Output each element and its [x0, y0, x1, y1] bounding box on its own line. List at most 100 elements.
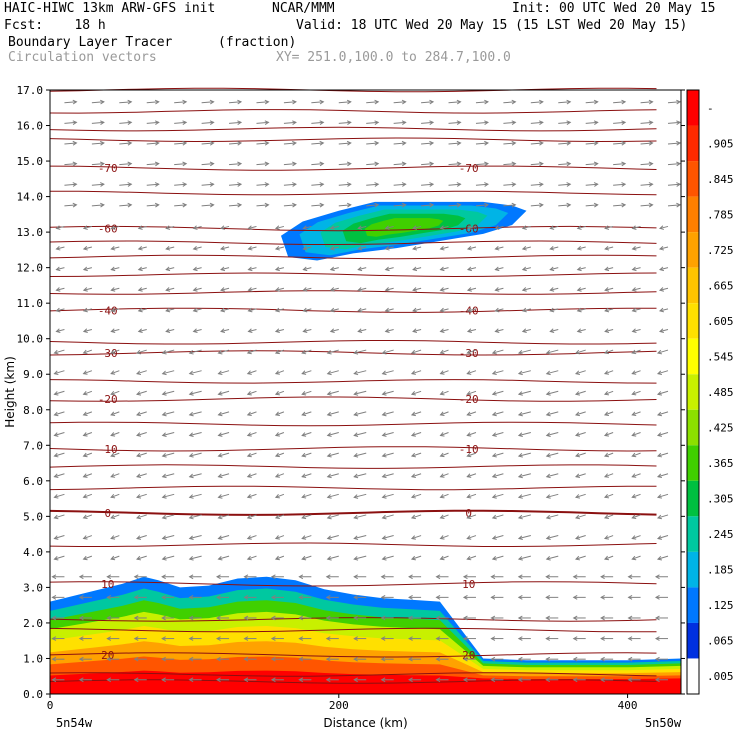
- y-tick-label: 12.0: [17, 262, 44, 275]
- wind-vector: [82, 432, 93, 437]
- wind-vector: [270, 574, 284, 580]
- isotherm-label: -10: [98, 443, 118, 456]
- wind-vector: [366, 182, 380, 187]
- wind-vector: [161, 473, 175, 479]
- wind-vector: [136, 411, 147, 417]
- wind-vector: [216, 656, 230, 662]
- wind-vector: [301, 473, 312, 478]
- wind-vector: [110, 245, 120, 251]
- wind-vector: [381, 432, 394, 437]
- wind-vector: [585, 140, 599, 146]
- wind-vector: [575, 432, 586, 437]
- wind-vector: [656, 514, 669, 520]
- wind-vector: [325, 574, 339, 580]
- colorbar-swatch: [687, 445, 699, 481]
- wind-vector: [165, 225, 175, 230]
- wind-vector: [161, 677, 175, 683]
- wind-vector: [243, 656, 257, 662]
- wind-vector: [408, 574, 422, 580]
- wind-vector: [549, 266, 559, 272]
- wind-vector: [410, 349, 422, 355]
- isotherm-line: [49, 126, 657, 132]
- wind-vector: [421, 202, 435, 208]
- wind-vector: [301, 452, 312, 458]
- wind-vector: [53, 514, 65, 520]
- wind-vector: [82, 535, 93, 540]
- wind-vector: [410, 370, 422, 375]
- wind-vector: [439, 493, 449, 499]
- wind-vector: [435, 636, 449, 641]
- y-tick-label: 9.0: [23, 368, 43, 381]
- wind-vector: [106, 677, 120, 683]
- wind-vector: [627, 636, 641, 641]
- wind-vector: [311, 182, 325, 187]
- colorbar-label: .605: [707, 315, 734, 328]
- wind-vector: [353, 574, 367, 580]
- wind-vector: [654, 656, 669, 662]
- wind-vector: [133, 656, 147, 662]
- wind-vector: [119, 99, 133, 105]
- wind-vector: [603, 473, 614, 478]
- y-tick-label: 14.0: [17, 191, 44, 204]
- header-line1-left: HAIC-HIWC 13km ARW-GFS init: [4, 1, 216, 16]
- wind-vector: [243, 574, 257, 580]
- x-tick-label: 200: [329, 699, 349, 712]
- wind-vector: [302, 225, 312, 230]
- wind-vector: [384, 266, 394, 272]
- wind-vector: [462, 574, 476, 580]
- wind-vector: [161, 595, 175, 600]
- wind-vector: [604, 245, 614, 251]
- wind-vector: [274, 514, 285, 519]
- wind-vector: [146, 161, 160, 167]
- wind-vector: [631, 225, 641, 230]
- wind-vector: [301, 411, 312, 417]
- wind-vector: [640, 202, 654, 208]
- wind-vector: [381, 535, 394, 540]
- wind-vector: [217, 493, 230, 499]
- wind-vector: [217, 349, 230, 355]
- wind-vector: [521, 307, 531, 313]
- wind-vector: [558, 202, 572, 208]
- wind-vector: [283, 202, 297, 208]
- wind-vector: [631, 266, 641, 272]
- wind-vector: [283, 182, 297, 187]
- y-tick-label: 5.0: [23, 510, 43, 523]
- wind-vector: [494, 328, 504, 333]
- wind-vector: [384, 307, 394, 313]
- wind-vector: [656, 411, 669, 417]
- wind-vector: [110, 535, 120, 540]
- wind-vector: [631, 493, 641, 499]
- upper-plume-band-4: [364, 218, 444, 237]
- wind-vector: [353, 677, 367, 683]
- wind-vector: [325, 656, 339, 662]
- wind-vector: [439, 307, 449, 313]
- wind-vector: [136, 390, 147, 396]
- wind-vector: [631, 452, 641, 458]
- wind-vector: [326, 473, 339, 479]
- isotherm-line: [49, 137, 657, 143]
- wind-vector: [393, 202, 407, 208]
- wind-vector: [600, 574, 614, 580]
- wind-vector: [475, 161, 490, 167]
- wind-vector: [353, 535, 367, 541]
- wind-vector: [572, 656, 586, 662]
- wind-vector: [439, 514, 449, 519]
- wind-vector: [380, 677, 394, 683]
- wind-vector: [545, 514, 559, 520]
- wind-vector: [353, 555, 367, 561]
- wind-vector: [475, 202, 490, 208]
- wind-vector: [466, 493, 477, 499]
- wind-vector: [631, 473, 641, 478]
- wind-vector: [217, 514, 230, 520]
- wind-vector: [256, 140, 270, 146]
- wind-vector: [106, 595, 120, 600]
- wind-vector: [408, 656, 422, 662]
- y-tick-label: 4.0: [23, 546, 43, 559]
- wind-vector: [466, 328, 477, 333]
- wind-vector: [119, 182, 133, 187]
- wind-vector: [381, 555, 394, 561]
- wind-vector: [491, 535, 504, 540]
- wind-vector: [106, 656, 120, 662]
- y-tick-label: 6.0: [23, 475, 43, 488]
- wind-vector: [640, 99, 654, 105]
